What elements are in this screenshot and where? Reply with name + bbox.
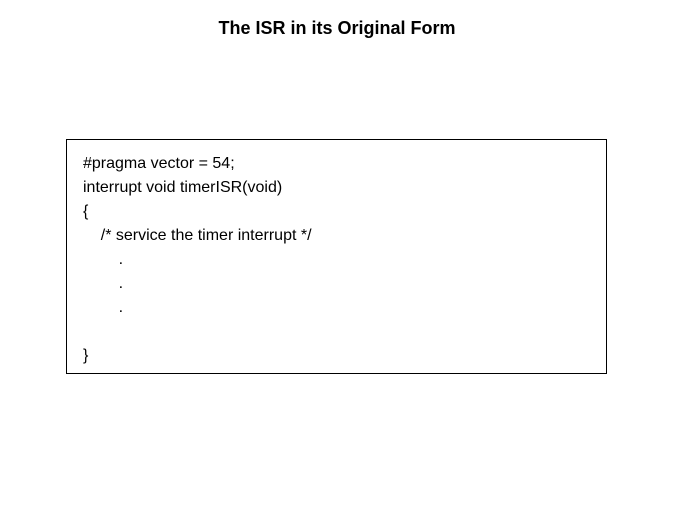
code-line-5: . — [83, 248, 590, 272]
code-line-6: . — [83, 272, 590, 296]
page-title: The ISR in its Original Form — [0, 0, 674, 39]
code-line-1: #pragma vector = 54; — [83, 152, 590, 176]
code-line-3: { — [83, 200, 590, 224]
code-container: #pragma vector = 54; interrupt void time… — [66, 139, 607, 374]
code-line-7: . — [83, 296, 590, 320]
code-line-4: /* service the timer interrupt */ — [83, 224, 590, 248]
code-line-9: } — [83, 344, 590, 368]
code-line-2: interrupt void timerISR(void) — [83, 176, 590, 200]
code-line-8 — [83, 320, 590, 344]
